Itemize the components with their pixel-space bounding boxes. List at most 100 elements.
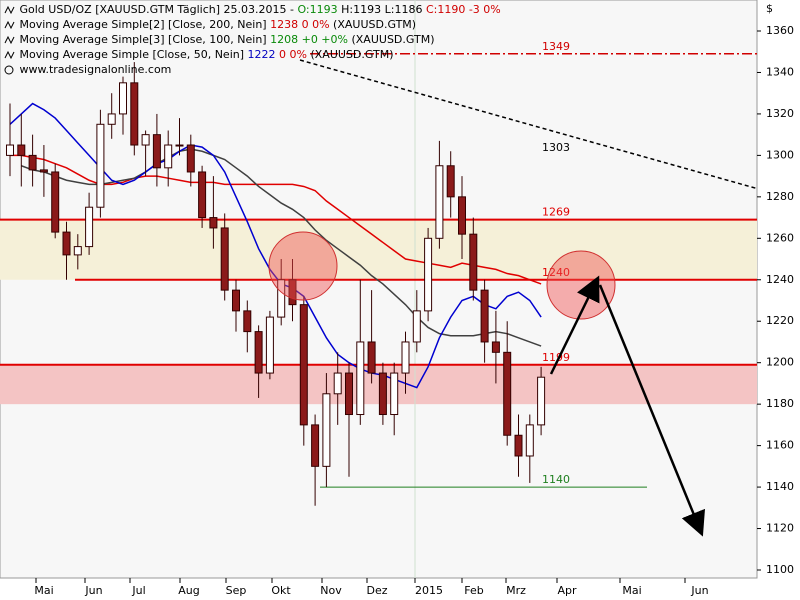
level-label: 1199 <box>542 351 570 364</box>
legend-symbol: (XAUUSD.GTM) <box>310 48 394 61</box>
candle-body <box>39 169 48 173</box>
x-tick-label: Mai <box>34 584 53 597</box>
candle-body <box>254 331 263 374</box>
candle-body <box>85 206 94 248</box>
x-tick-label: Mai <box>622 584 641 597</box>
data-layer: 1349 1269 1240 1199 1140 1303 <box>0 40 758 506</box>
x-tick-label: 2015 <box>415 584 443 597</box>
y-tick-label: 1340 <box>766 65 794 78</box>
legend-text: Moving Average Simple [Close, 50, Nein] <box>19 48 245 61</box>
candle-body <box>96 123 105 208</box>
candle-body <box>412 310 421 343</box>
legend-row: www.tradesignalonline.com <box>4 62 501 77</box>
y-tick-label: 1180 <box>766 397 794 410</box>
y-tick-label: 1320 <box>766 107 794 120</box>
candle-body <box>209 217 218 229</box>
candle-body <box>299 304 308 426</box>
candle-body <box>446 165 455 198</box>
zone <box>0 219 757 280</box>
candle-body <box>288 279 297 306</box>
x-tick-label: Mrz <box>506 584 526 597</box>
y-tick-label: 1140 <box>766 480 794 493</box>
level-label: 1269 <box>542 206 570 219</box>
legend-row: Moving Average Simple[2] [Close, 200, Ne… <box>4 17 501 32</box>
y-unit: $ <box>766 2 773 15</box>
candle-body <box>107 113 116 125</box>
x-tick-label: Jun <box>84 584 102 597</box>
x-tick-label: Okt <box>271 584 291 597</box>
y-tick-label: 1200 <box>766 356 794 369</box>
candle-body <box>28 154 37 171</box>
x-tick-label: Jul <box>131 584 145 597</box>
candle-body <box>356 341 365 416</box>
candle-body <box>130 82 139 146</box>
arrow <box>549 275 600 375</box>
candle-body <box>378 372 387 416</box>
legend-text: Moving Average Simple[2] [Close, 200, Ne… <box>19 18 267 31</box>
candle-body <box>345 372 353 416</box>
candle-body <box>220 227 229 291</box>
y-tick-label: 1160 <box>766 439 794 452</box>
candle-body <box>401 341 410 374</box>
candle-body <box>525 424 534 457</box>
candle-body <box>458 196 466 235</box>
x-tick-label: Aug <box>178 584 199 597</box>
candle-body <box>480 289 489 343</box>
trend-label: 1303 <box>542 141 570 154</box>
legend-value: 1238 0 0% <box>270 18 330 31</box>
level-label: 1240 <box>542 266 570 279</box>
candle-body <box>491 341 500 353</box>
candle-body <box>175 144 184 147</box>
y-tick-label: 1300 <box>766 148 794 161</box>
candle-body <box>73 246 82 256</box>
legend-value: C:1190 -3 0% <box>425 3 501 16</box>
y-tick-label: 1360 <box>766 24 794 37</box>
candle-body <box>198 171 207 219</box>
x-tick-label: Nov <box>320 584 342 597</box>
arrow <box>598 284 706 537</box>
y-tick-label: 1240 <box>766 273 794 286</box>
highlight-circle <box>268 231 338 301</box>
candle-body <box>424 237 433 312</box>
candle-body <box>333 372 342 395</box>
y-tick-label: 1120 <box>766 522 794 535</box>
y-tick-label: 1100 <box>766 563 794 576</box>
candle-body <box>537 376 546 426</box>
background-layer <box>0 219 757 405</box>
legend-value: 1208 +0 +0% <box>270 33 348 46</box>
level-label: 1140 <box>542 473 570 486</box>
candle-body <box>367 341 376 374</box>
candle-body <box>62 231 71 256</box>
candle-body <box>390 372 399 416</box>
candle-body <box>164 144 173 169</box>
legend-value: H:1193 L:1186 <box>341 3 423 16</box>
y-tick-label: 1220 <box>766 314 794 327</box>
y-tick-label: 1260 <box>766 231 794 244</box>
candle-body <box>514 434 523 457</box>
candle-body <box>186 144 195 173</box>
candle-body <box>141 134 150 146</box>
candle-body <box>6 144 14 156</box>
highlight-circle <box>546 250 616 320</box>
candle-body <box>17 144 26 156</box>
legend-value: O:1193 <box>297 3 338 16</box>
legend-text: Moving Average Simple[3] [Close, 100, Ne… <box>19 33 267 46</box>
x-tick-label: Feb <box>464 584 483 597</box>
candle-body <box>322 393 331 467</box>
zone <box>0 364 757 405</box>
legend: Gold USD/OZ [XAUUSD.GTM Täglich] 25.03.2… <box>4 2 501 77</box>
candle-body <box>152 134 161 169</box>
candle-body <box>51 171 60 233</box>
candle-body <box>503 351 512 436</box>
level-label: 1349 <box>542 40 570 53</box>
candle-body <box>265 316 274 374</box>
legend-text: Gold USD/OZ [XAUUSD.GTM Täglich] 25.03.2… <box>19 3 294 16</box>
x-tick-label: Sep <box>226 584 247 597</box>
trend-line <box>299 59 758 190</box>
plot-area <box>0 0 758 579</box>
candle-body <box>119 82 127 115</box>
legend-row: Gold USD/OZ [XAUUSD.GTM Täglich] 25.03.2… <box>4 2 501 17</box>
legend-symbol: (XAUUSD.GTM) <box>351 33 435 46</box>
